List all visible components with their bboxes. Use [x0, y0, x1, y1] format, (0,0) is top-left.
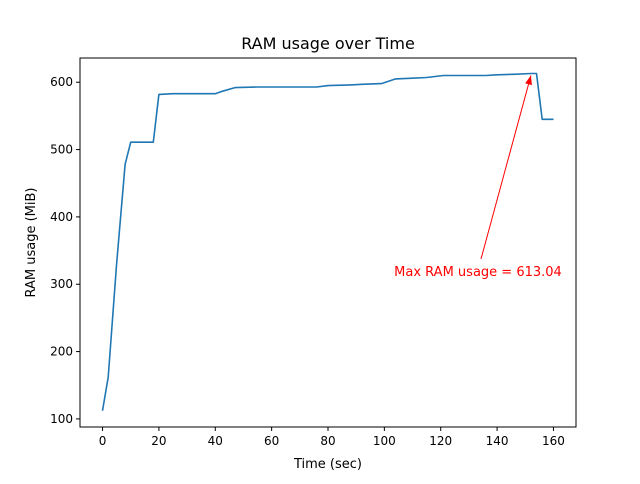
max-ram-annotation: Max RAM usage = 613.04: [394, 265, 562, 280]
x-tick-label: 40: [208, 434, 223, 448]
axes-frame: [79, 57, 577, 428]
x-axis-label: Time (sec): [293, 457, 362, 472]
y-tick-label: 500: [50, 143, 73, 157]
y-tick-label: 600: [50, 75, 73, 89]
annotation-arrow-line: [480, 75, 532, 260]
x-tick-label: 80: [320, 434, 335, 448]
x-tick-label: 120: [429, 434, 452, 448]
plot-area: 0 20 40 60 80 100 120 140 160 100 200 300 400 500 600: [50, 72, 565, 448]
y-axis-label: RAM usage (MiB): [24, 188, 39, 298]
x-tick-label: 20: [151, 434, 166, 448]
x-tick-label: 140: [486, 434, 509, 448]
x-tick-label: 0: [99, 434, 107, 448]
x-tick-label: 100: [373, 434, 396, 448]
x-tick-label: 160: [542, 434, 565, 448]
y-tick-label: 100: [50, 412, 73, 426]
annotation-arrow-head: [525, 75, 532, 86]
series-line-ram-usage: [101, 72, 554, 411]
y-tick-label: 200: [50, 345, 73, 359]
x-tick-label: 60: [264, 434, 279, 448]
chart-title: RAM usage over Time: [241, 34, 415, 53]
y-tick-label: 300: [50, 277, 73, 291]
y-tick-label: 400: [50, 210, 73, 224]
